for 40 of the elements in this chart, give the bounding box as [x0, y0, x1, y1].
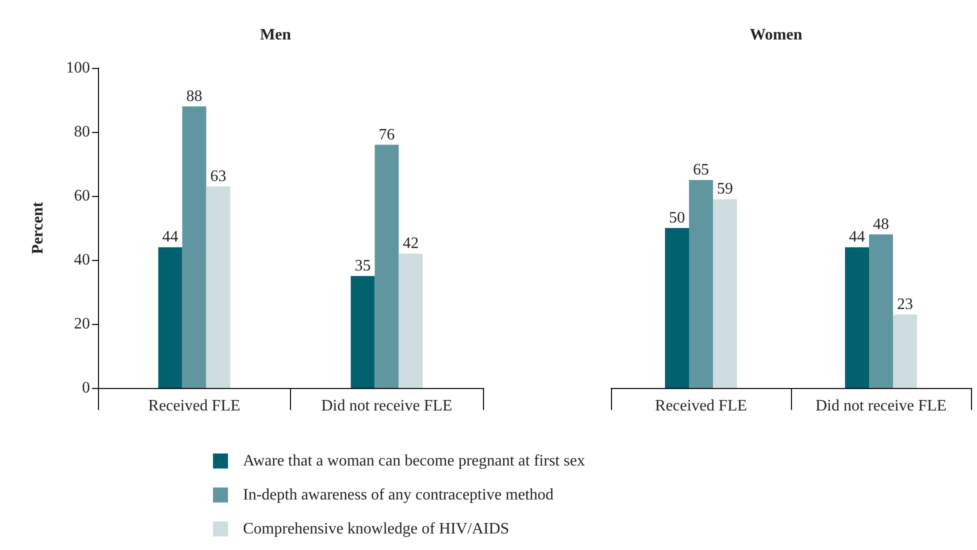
legend-label: Comprehensive knowledge of HIV/AIDS [243, 520, 510, 538]
y-axis-title: Percent [30, 201, 46, 254]
legend-label: Aware that a woman can become pregnant at first sex [243, 452, 585, 470]
y-tick-label: 80 [74, 124, 90, 140]
data-label: 44 [849, 228, 865, 246]
data-label: 65 [693, 162, 709, 178]
data-label: 50 [669, 210, 685, 226]
y-tick-label: 0 [82, 380, 90, 396]
data-label: 48 [873, 216, 889, 233]
data-label: 88 [186, 88, 202, 105]
x-tick-label: Did not receive FLE [321, 398, 452, 414]
x-tick-label: Received FLE [655, 398, 747, 414]
y-tick-label: 40 [74, 252, 90, 268]
y-tick-label: 100 [66, 60, 90, 76]
bar [689, 180, 713, 388]
y-tick-label: 20 [74, 316, 90, 332]
data-label: 63 [210, 168, 226, 185]
chart-title: Men [260, 26, 292, 44]
data-label: 59 [717, 180, 733, 198]
bar [713, 199, 737, 388]
data-label: 35 [354, 258, 371, 274]
legend-label: In-depth awareness of any contraceptive method [243, 486, 554, 504]
x-tick-label: Received FLE [148, 398, 240, 414]
bar [158, 247, 182, 388]
bar [182, 106, 206, 388]
bar [845, 247, 869, 388]
data-label: 44 [162, 228, 178, 246]
bar [350, 276, 375, 388]
data-label: 76 [378, 126, 395, 144]
data-label: 42 [402, 235, 419, 252]
bar [374, 144, 399, 388]
data-label: 23 [897, 296, 913, 313]
bar [206, 186, 230, 388]
bar [893, 314, 917, 388]
chart-title: Women [750, 26, 802, 44]
bar [665, 228, 689, 388]
bar [398, 254, 423, 388]
y-tick-label: 60 [74, 188, 90, 204]
x-tick-label: Did not receive FLE [815, 398, 947, 414]
bar [869, 234, 893, 388]
